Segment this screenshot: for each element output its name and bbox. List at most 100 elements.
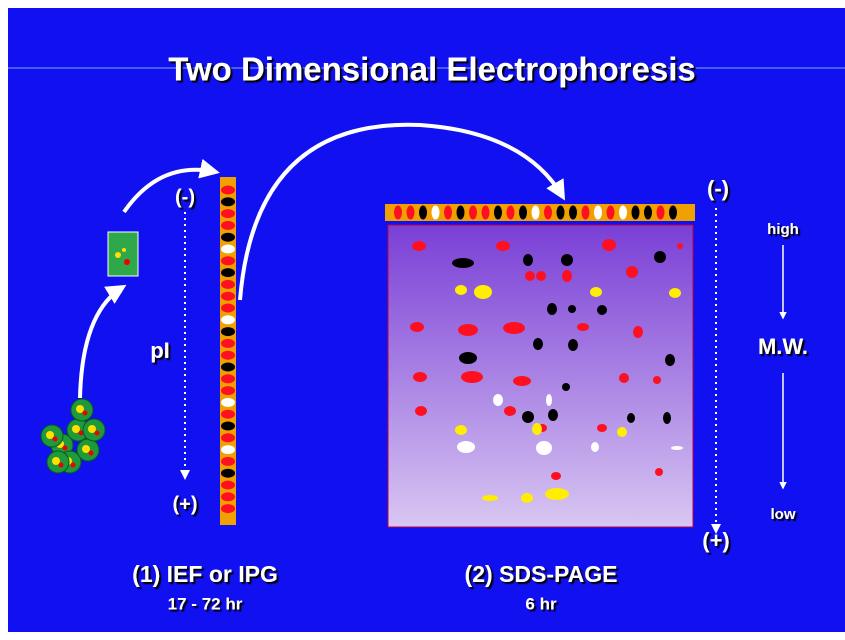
spot: [412, 241, 426, 251]
spot: [577, 323, 589, 331]
band: [221, 185, 235, 195]
ief-time: 17 - 72 hr: [168, 594, 243, 613]
cell-dot: [82, 410, 88, 416]
band: [619, 205, 627, 220]
spot: [522, 411, 534, 423]
mw-label: M.W.: [758, 334, 808, 359]
band: [221, 492, 235, 502]
sds-strip-bands: [394, 205, 677, 220]
spot: [590, 287, 602, 297]
band: [221, 256, 235, 266]
arrow: [238, 122, 566, 301]
band: [221, 232, 235, 242]
band: [221, 268, 235, 278]
spot: [561, 254, 573, 266]
gel-spots: [410, 239, 683, 503]
spot: [458, 324, 478, 336]
ief-axis-label: pI: [150, 338, 170, 363]
spot: [410, 322, 424, 332]
cell-nucleus: [82, 445, 90, 453]
band: [221, 338, 235, 348]
spot: [496, 241, 510, 251]
band: [606, 205, 615, 220]
spot: [452, 258, 474, 268]
spot: [548, 409, 558, 421]
cell-dot: [62, 445, 68, 451]
band: [431, 205, 440, 220]
band: [221, 456, 235, 466]
spot: [415, 406, 427, 416]
band: [481, 205, 490, 220]
gel: [387, 224, 694, 528]
spot: [568, 339, 578, 351]
band: [406, 205, 415, 220]
spot: [619, 373, 629, 383]
sds-time: 6 hr: [525, 594, 557, 613]
spot: [455, 425, 467, 435]
cell-dot: [58, 462, 64, 468]
spot: [461, 371, 483, 383]
band: [221, 315, 235, 325]
spot: [459, 352, 477, 364]
spot: [562, 383, 570, 391]
cell-nucleus: [52, 457, 60, 465]
mw-high: high: [767, 221, 799, 238]
band: [556, 205, 565, 220]
spot: [669, 288, 681, 298]
sds-bottom: (+): [702, 528, 730, 553]
band: [519, 205, 527, 220]
spot: [591, 442, 599, 452]
spot: [597, 305, 607, 315]
band: [444, 205, 452, 220]
cell-dot: [88, 450, 94, 456]
tube: [107, 231, 139, 277]
spot: [655, 468, 663, 476]
spot: [653, 376, 661, 384]
spot: [663, 412, 671, 424]
band: [569, 205, 577, 220]
band: [419, 205, 427, 220]
band: [221, 209, 235, 219]
spot: [547, 303, 557, 315]
band: [669, 205, 677, 220]
spot: [513, 376, 531, 386]
band: [594, 205, 602, 220]
spot: [536, 441, 552, 455]
band: [221, 504, 235, 514]
arrow: [78, 284, 127, 399]
spot: [597, 424, 607, 432]
arrow: [122, 158, 220, 214]
sds-caption: (2) SDS-PAGE: [465, 561, 618, 587]
band: [221, 362, 235, 372]
spot: [457, 441, 475, 453]
ief-caption: (1) IEF or IPG: [132, 561, 278, 587]
cell-nucleus: [46, 431, 54, 439]
tube-dot: [124, 259, 130, 265]
tube-dot: [122, 248, 126, 252]
spot: [523, 254, 533, 266]
spot: [545, 488, 569, 500]
band: [469, 205, 477, 220]
band: [456, 205, 465, 220]
band: [221, 409, 235, 419]
spot: [633, 326, 643, 338]
spot: [533, 338, 543, 350]
spot: [493, 394, 503, 406]
band: [221, 350, 235, 360]
ief-bands: [221, 185, 235, 514]
band: [221, 468, 235, 478]
cell-dot: [94, 430, 100, 436]
mw-low: low: [771, 506, 796, 523]
spot: [413, 372, 427, 382]
spot: [504, 406, 516, 416]
band: [221, 327, 235, 337]
ief-bottom: (+): [173, 493, 198, 515]
band: [221, 279, 235, 289]
band: [221, 303, 235, 313]
band: [221, 421, 235, 431]
spot: [521, 493, 533, 503]
band: [394, 205, 402, 220]
band: [221, 386, 235, 396]
band: [221, 291, 235, 301]
